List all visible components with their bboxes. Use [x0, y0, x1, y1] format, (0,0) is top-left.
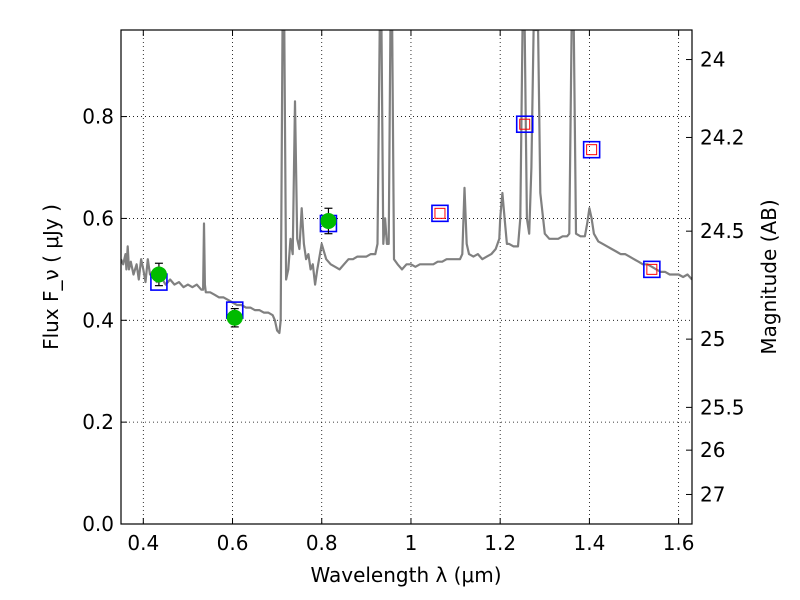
y-tick-label: 0.2: [82, 410, 114, 434]
x-tick-label: 0.4: [127, 531, 159, 555]
right-tick-label: 24.2: [700, 125, 745, 149]
x-tick-label: 1.4: [573, 531, 605, 555]
x-tick-label: 1.2: [484, 531, 516, 555]
observed-flux-point: [320, 212, 337, 229]
y-tick-label: 0.4: [82, 308, 114, 332]
x-axis-title: Wavelength λ (μm): [310, 563, 501, 587]
right-tick-label: 26: [700, 438, 725, 462]
model-square-marker: [515, 115, 534, 134]
y-tick-label: 0.0: [82, 512, 114, 536]
model-square-marker: [582, 140, 601, 159]
model-square-marker: [431, 204, 449, 223]
plot-frame: [120, 29, 693, 525]
right-tick-label: 27: [700, 482, 725, 506]
x-tick-label: 1: [405, 531, 418, 555]
y-axis-title: Flux F_ν ( μJy ): [39, 204, 63, 350]
upper-limit-marker: [519, 118, 531, 130]
axis-ticks: 0.4 0.6 0.8 1 1.2 1.4 1.6 0.0 0.2 0.4 0.6 0.8 24 24.2…: [82, 30, 745, 555]
right-tick-label: 25: [700, 327, 725, 351]
upper-limit-marker: [586, 144, 598, 156]
observed-flux-point: [226, 309, 243, 326]
y-tick-label: 0.8: [82, 105, 114, 129]
right-axis-title: Magnitude (AB): [757, 199, 781, 354]
right-tick-label: 25.5: [700, 395, 745, 419]
spectrum-line: [121, 30, 692, 335]
x-tick-label: 1.6: [663, 531, 695, 555]
right-tick-label: 24.5: [700, 219, 745, 243]
model-square-marker: [643, 260, 661, 279]
upper-limit-marker: [434, 207, 446, 219]
x-tick-label: 0.6: [217, 531, 249, 555]
plot-area: [121, 30, 692, 335]
y-tick-label: 0.6: [82, 206, 114, 230]
observed-flux-point: [150, 266, 167, 283]
grid-lines: [121, 30, 692, 525]
x-tick-label: 0.8: [306, 531, 338, 555]
upper-limit-marker: [646, 263, 658, 275]
right-tick-label: 24: [700, 48, 725, 72]
